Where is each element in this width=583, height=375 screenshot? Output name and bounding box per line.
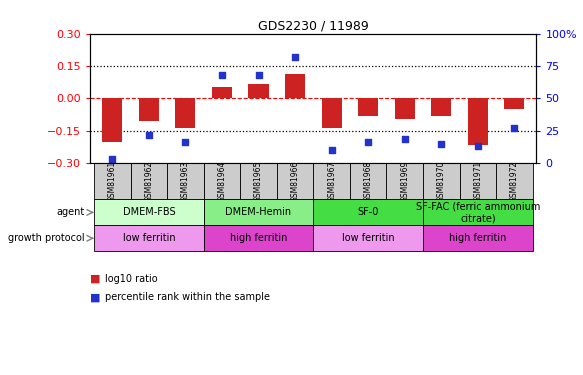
Text: ■: ■ [90,292,101,303]
Text: high ferritin: high ferritin [230,233,287,243]
Bar [314,200,423,225]
Bar [94,225,203,251]
Point [108,156,117,162]
Text: SF-FAC (ferric ammonium
citrate): SF-FAC (ferric ammonium citrate) [416,202,540,223]
Text: ■: ■ [90,274,101,284]
Text: low ferritin: low ferritin [342,233,395,243]
Bar [387,163,423,200]
Point [437,141,446,147]
Bar [203,225,314,251]
Text: high ferritin: high ferritin [449,233,507,243]
Bar [423,200,533,225]
Point [181,140,190,146]
Point [327,147,336,153]
Bar [203,163,240,200]
Point [217,72,227,78]
Title: GDS2230 / 11989: GDS2230 / 11989 [258,20,368,33]
Text: GSM81967: GSM81967 [327,160,336,202]
Text: GSM81972: GSM81972 [510,161,519,202]
Bar [423,225,533,251]
Bar [395,99,415,119]
Bar [212,87,232,99]
Bar [277,163,314,200]
Bar [322,99,342,128]
Text: GSM81969: GSM81969 [401,160,409,202]
Bar [459,163,496,200]
Text: GSM81964: GSM81964 [217,160,226,202]
Point [473,143,483,149]
Bar [423,163,459,200]
Bar [167,163,203,200]
Text: agent: agent [57,207,85,218]
Point [254,72,263,78]
Text: GSM81963: GSM81963 [181,160,190,202]
Bar [431,99,451,116]
Point [364,140,373,146]
Bar [496,163,533,200]
Bar [94,163,131,200]
Text: GSM81966: GSM81966 [290,160,300,202]
Text: GSM81965: GSM81965 [254,160,263,202]
Bar [248,84,269,99]
Text: GSM81970: GSM81970 [437,160,446,202]
Bar [314,225,423,251]
Bar [240,163,277,200]
Text: GSM81971: GSM81971 [473,161,482,202]
Point [290,54,300,60]
Bar [94,200,203,225]
Point [400,136,409,142]
Text: low ferritin: low ferritin [122,233,175,243]
Text: percentile rank within the sample: percentile rank within the sample [105,292,270,303]
Bar [358,99,378,116]
Text: GSM81961: GSM81961 [108,161,117,202]
Bar [468,99,488,145]
Bar [285,74,305,99]
Point [510,125,519,131]
Bar [175,99,195,128]
Text: SF-0: SF-0 [357,207,379,218]
Text: DMEM-FBS: DMEM-FBS [122,207,175,218]
Bar [350,163,387,200]
Text: GSM81962: GSM81962 [145,161,153,202]
Text: growth protocol: growth protocol [8,233,85,243]
Bar [139,99,159,121]
Point [144,132,153,138]
Bar [102,99,122,142]
Bar [203,200,314,225]
Bar [504,99,525,109]
Text: log10 ratio: log10 ratio [105,274,157,284]
Bar [314,163,350,200]
Bar [131,163,167,200]
Text: DMEM-Hemin: DMEM-Hemin [226,207,292,218]
Text: GSM81968: GSM81968 [364,161,373,202]
